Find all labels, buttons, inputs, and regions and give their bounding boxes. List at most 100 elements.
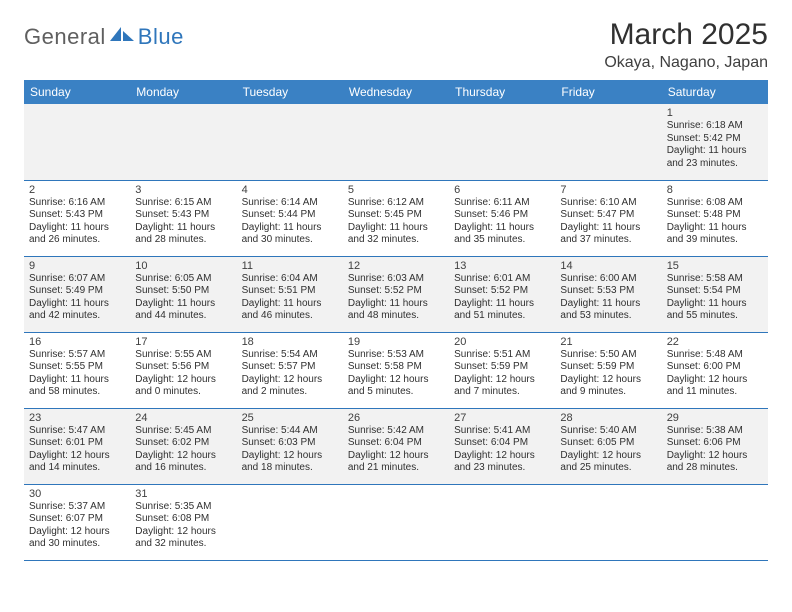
daylight-text: Daylight: 11 hours [29, 298, 125, 311]
daylight-text: and 42 minutes. [29, 310, 125, 323]
month-title: March 2025 [604, 18, 768, 52]
day-number: 9 [29, 260, 125, 272]
calendar-day-cell: 10Sunrise: 6:05 AMSunset: 5:50 PMDayligh… [130, 256, 236, 332]
calendar-day-cell: 6Sunrise: 6:11 AMSunset: 5:46 PMDaylight… [449, 180, 555, 256]
calendar-table: Sunday Monday Tuesday Wednesday Thursday… [24, 80, 768, 561]
day-number: 6 [454, 184, 550, 196]
sunrise-text: Sunrise: 5:45 AM [135, 425, 231, 438]
calendar-day-cell: 15Sunrise: 5:58 AMSunset: 5:54 PMDayligh… [662, 256, 768, 332]
sunrise-text: Sunrise: 6:10 AM [560, 197, 656, 210]
daylight-text: and 5 minutes. [348, 386, 444, 399]
calendar-empty-cell [130, 104, 236, 180]
sunset-text: Sunset: 6:06 PM [667, 437, 763, 450]
weekday-header: Sunday [24, 80, 130, 104]
logo: General Blue [24, 24, 184, 50]
sunrise-text: Sunrise: 6:08 AM [667, 197, 763, 210]
day-number: 3 [135, 184, 231, 196]
calendar-day-cell: 14Sunrise: 6:00 AMSunset: 5:53 PMDayligh… [555, 256, 661, 332]
day-number: 13 [454, 260, 550, 272]
sunrise-text: Sunrise: 5:50 AM [560, 349, 656, 362]
calendar-day-cell: 3Sunrise: 6:15 AMSunset: 5:43 PMDaylight… [130, 180, 236, 256]
daylight-text: and 37 minutes. [560, 234, 656, 247]
sunrise-text: Sunrise: 5:41 AM [454, 425, 550, 438]
calendar-week-row: 30Sunrise: 5:37 AMSunset: 6:07 PMDayligh… [24, 484, 768, 560]
daylight-text: Daylight: 11 hours [560, 298, 656, 311]
day-number: 17 [135, 336, 231, 348]
daylight-text: Daylight: 12 hours [242, 450, 338, 463]
header: General Blue March 2025 Okaya, Nagano, J… [24, 18, 768, 72]
sunset-text: Sunset: 5:58 PM [348, 361, 444, 374]
sunset-text: Sunset: 6:01 PM [29, 437, 125, 450]
sunrise-text: Sunrise: 5:53 AM [348, 349, 444, 362]
calendar-day-cell: 1Sunrise: 6:18 AMSunset: 5:42 PMDaylight… [662, 104, 768, 180]
sunrise-text: Sunrise: 5:38 AM [667, 425, 763, 438]
daylight-text: Daylight: 12 hours [454, 374, 550, 387]
weekday-header: Wednesday [343, 80, 449, 104]
daylight-text: Daylight: 11 hours [242, 222, 338, 235]
sunset-text: Sunset: 5:42 PM [667, 133, 763, 146]
sunrise-text: Sunrise: 6:18 AM [667, 120, 763, 133]
sunset-text: Sunset: 5:44 PM [242, 209, 338, 222]
sunset-text: Sunset: 6:00 PM [667, 361, 763, 374]
daylight-text: Daylight: 12 hours [454, 450, 550, 463]
daylight-text: and 30 minutes. [242, 234, 338, 247]
calendar-empty-cell [237, 104, 343, 180]
calendar-day-cell: 31Sunrise: 5:35 AMSunset: 6:08 PMDayligh… [130, 484, 236, 560]
daylight-text: and 7 minutes. [454, 386, 550, 399]
sunset-text: Sunset: 5:51 PM [242, 285, 338, 298]
daylight-text: Daylight: 12 hours [29, 450, 125, 463]
sunset-text: Sunset: 5:49 PM [29, 285, 125, 298]
sunrise-text: Sunrise: 6:14 AM [242, 197, 338, 210]
calendar-day-cell: 2Sunrise: 6:16 AMSunset: 5:43 PMDaylight… [24, 180, 130, 256]
day-number: 21 [560, 336, 656, 348]
calendar-day-cell: 22Sunrise: 5:48 AMSunset: 6:00 PMDayligh… [662, 332, 768, 408]
day-number: 11 [242, 260, 338, 272]
day-number: 26 [348, 412, 444, 424]
calendar-day-cell: 17Sunrise: 5:55 AMSunset: 5:56 PMDayligh… [130, 332, 236, 408]
sunset-text: Sunset: 5:47 PM [560, 209, 656, 222]
daylight-text: Daylight: 11 hours [454, 222, 550, 235]
calendar-day-cell: 24Sunrise: 5:45 AMSunset: 6:02 PMDayligh… [130, 408, 236, 484]
sunset-text: Sunset: 6:05 PM [560, 437, 656, 450]
daylight-text: and 21 minutes. [348, 462, 444, 475]
daylight-text: and 48 minutes. [348, 310, 444, 323]
sunrise-text: Sunrise: 5:44 AM [242, 425, 338, 438]
daylight-text: Daylight: 11 hours [29, 222, 125, 235]
sunset-text: Sunset: 5:50 PM [135, 285, 231, 298]
calendar-day-cell: 18Sunrise: 5:54 AMSunset: 5:57 PMDayligh… [237, 332, 343, 408]
calendar-day-cell: 21Sunrise: 5:50 AMSunset: 5:59 PMDayligh… [555, 332, 661, 408]
daylight-text: and 23 minutes. [454, 462, 550, 475]
calendar-day-cell: 28Sunrise: 5:40 AMSunset: 6:05 PMDayligh… [555, 408, 661, 484]
sunset-text: Sunset: 6:04 PM [454, 437, 550, 450]
daylight-text: Daylight: 11 hours [560, 222, 656, 235]
sunrise-text: Sunrise: 5:48 AM [667, 349, 763, 362]
daylight-text: and 9 minutes. [560, 386, 656, 399]
daylight-text: and 11 minutes. [667, 386, 763, 399]
daylight-text: and 46 minutes. [242, 310, 338, 323]
daylight-text: and 44 minutes. [135, 310, 231, 323]
logo-text-blue: Blue [138, 24, 184, 50]
weekday-header: Monday [130, 80, 236, 104]
sunrise-text: Sunrise: 5:58 AM [667, 273, 763, 286]
sunrise-text: Sunrise: 5:55 AM [135, 349, 231, 362]
day-number: 7 [560, 184, 656, 196]
daylight-text: and 28 minutes. [135, 234, 231, 247]
calendar-page: General Blue March 2025 Okaya, Nagano, J… [0, 0, 792, 579]
daylight-text: and 2 minutes. [242, 386, 338, 399]
daylight-text: Daylight: 12 hours [667, 450, 763, 463]
sunset-text: Sunset: 5:53 PM [560, 285, 656, 298]
sunset-text: Sunset: 5:59 PM [454, 361, 550, 374]
calendar-empty-cell [24, 104, 130, 180]
calendar-day-cell: 20Sunrise: 5:51 AMSunset: 5:59 PMDayligh… [449, 332, 555, 408]
day-number: 1 [667, 107, 763, 119]
sunset-text: Sunset: 5:48 PM [667, 209, 763, 222]
sunrise-text: Sunrise: 6:01 AM [454, 273, 550, 286]
daylight-text: Daylight: 12 hours [560, 374, 656, 387]
daylight-text: and 14 minutes. [29, 462, 125, 475]
daylight-text: and 35 minutes. [454, 234, 550, 247]
daylight-text: Daylight: 12 hours [667, 374, 763, 387]
sunset-text: Sunset: 5:54 PM [667, 285, 763, 298]
sunrise-text: Sunrise: 5:57 AM [29, 349, 125, 362]
sunset-text: Sunset: 5:59 PM [560, 361, 656, 374]
daylight-text: and 32 minutes. [348, 234, 444, 247]
